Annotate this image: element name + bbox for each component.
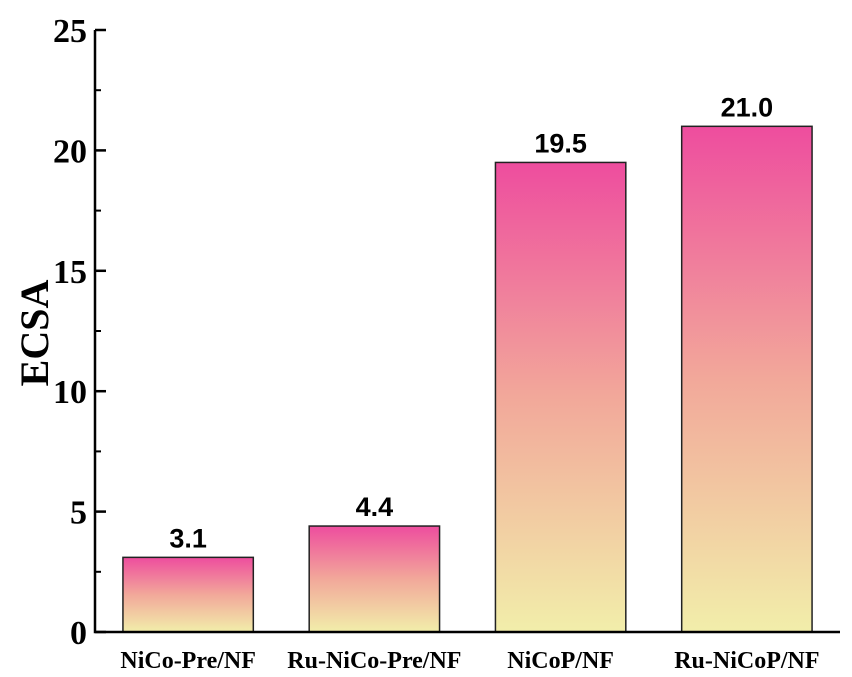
y-axis-label: ECSA — [12, 280, 57, 387]
x-category-label: Ru-NiCo-Pre/NF — [287, 648, 461, 674]
bar-value-label: 21.0 — [721, 92, 774, 122]
x-category-label: Ru-NiCoP/NF — [674, 648, 819, 674]
bars — [122, 125, 813, 633]
y-tick-label: 25 — [53, 13, 87, 50]
y-axis-ticks: 0 5 10 15 20 25 — [53, 13, 106, 652]
plot-frame — [93, 30, 840, 634]
y-tick-label: 20 — [53, 133, 87, 170]
bar-nicop-nf — [494, 161, 627, 633]
bar-ru-nico-pre-nf — [308, 525, 441, 633]
bar-value-label: 3.1 — [169, 523, 207, 553]
y-tick-label: 15 — [53, 254, 87, 291]
y-tick-label: 0 — [70, 615, 87, 652]
bar-value-label: 19.5 — [534, 128, 587, 158]
bar-ru-nicop-nf — [680, 125, 813, 633]
bar-value-label: 4.4 — [356, 492, 394, 522]
x-axis-categories: NiCo-Pre/NF Ru-NiCo-Pre/NF NiCoP/NF Ru-NiCo… — [120, 648, 819, 674]
x-category-label: NiCoP/NF — [507, 648, 614, 674]
bar-nico-pre-nf — [122, 556, 255, 633]
x-category-label: NiCo-Pre/NF — [120, 648, 256, 674]
y-tick-label: 10 — [53, 374, 87, 411]
y-tick-label: 5 — [70, 495, 87, 532]
data-labels: 3.1 4.4 19.5 21.0 — [169, 92, 773, 553]
